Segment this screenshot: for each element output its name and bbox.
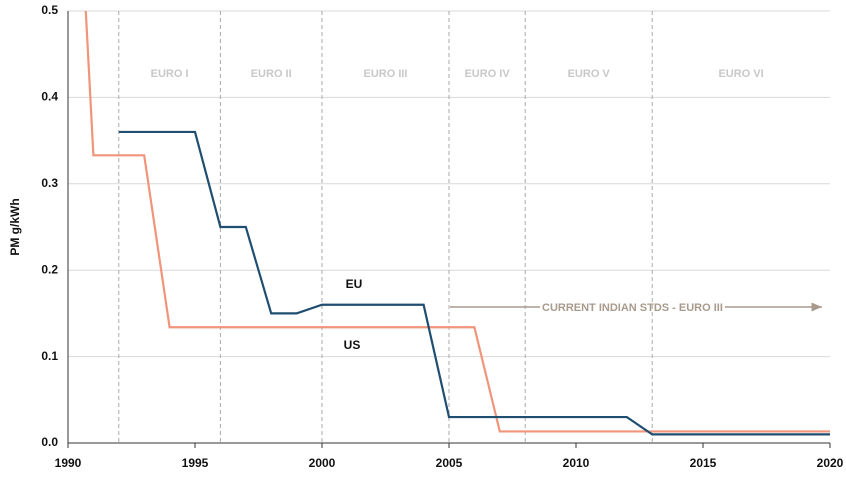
y-tick-label: 0.2 bbox=[41, 262, 58, 276]
era-label: EURO III bbox=[363, 68, 407, 80]
era-label: EURO VI bbox=[718, 68, 763, 80]
series-line bbox=[84, 10, 830, 433]
x-tick-label: 2010 bbox=[563, 456, 590, 470]
series-label: US bbox=[344, 338, 361, 352]
y-tick-label: 0.5 bbox=[41, 3, 58, 17]
annotation: CURRENT INDIAN STDS - EURO III bbox=[542, 302, 723, 314]
era-label: EURO II bbox=[251, 68, 292, 80]
x-tick-label: 2000 bbox=[309, 456, 336, 470]
y-tick-label: 0.0 bbox=[41, 435, 58, 449]
x-tick-label: 2020 bbox=[817, 456, 844, 470]
x-tick-label: 1990 bbox=[55, 456, 82, 470]
y-tick-label: 0.4 bbox=[41, 90, 58, 104]
era-label: EURO I bbox=[151, 68, 189, 80]
y-tick-label: 0.3 bbox=[41, 176, 58, 190]
x-tick-label: 2005 bbox=[436, 456, 463, 470]
series-label: EU bbox=[346, 277, 363, 291]
y-axis-label: PM g/kWh bbox=[8, 198, 22, 255]
x-tick-label: 2015 bbox=[690, 456, 717, 470]
era-label: EURO V bbox=[568, 68, 611, 80]
x-tick-label: 1995 bbox=[182, 456, 209, 470]
era-label: EURO IV bbox=[464, 68, 510, 80]
series-line bbox=[118, 130, 830, 436]
y-tick-label: 0.1 bbox=[41, 349, 58, 363]
